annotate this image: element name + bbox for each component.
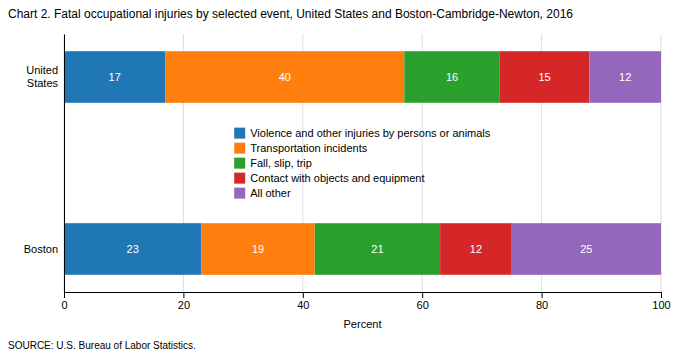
- bar: [201, 223, 314, 275]
- x-tick: 80: [536, 292, 548, 311]
- data-label: 12: [619, 71, 631, 83]
- bars: [64, 51, 661, 275]
- x-tick-mark: [64, 292, 65, 298]
- x-tick-mark: [422, 292, 423, 298]
- legend-swatch: [234, 128, 245, 139]
- legend: Violence and other injuries by persons o…: [234, 127, 491, 199]
- legend-label: Contact with objects and equipment: [250, 172, 424, 184]
- x-tick-label: 80: [536, 299, 548, 311]
- bar: [165, 51, 404, 103]
- title: Chart 2. Fatal occupational injuries by …: [8, 7, 573, 21]
- y-tick: UnitedStates: [26, 64, 64, 89]
- x-tick-label: 20: [178, 299, 190, 311]
- plot: 17 23 40 19 16 21 15 12 12 25 0 20 40 60 80 100 Percent U…: [24, 34, 671, 330]
- data-label: 17: [109, 71, 121, 83]
- bar: [500, 51, 590, 103]
- data-labels: 17 23 40 19 16 21 15 12 12 25: [109, 71, 632, 255]
- grid: [64, 34, 661, 292]
- legend-item: Violence and other injuries by persons o…: [234, 127, 491, 139]
- x-tick-mark: [661, 292, 662, 298]
- y-tick: Boston: [24, 243, 64, 255]
- x-tick-mark: [542, 292, 543, 298]
- data-label: 12: [470, 243, 482, 255]
- bar: [64, 51, 165, 103]
- data-label: 21: [371, 243, 383, 255]
- legend-swatch: [234, 188, 245, 199]
- bar: [64, 223, 201, 275]
- data-label: 25: [580, 243, 592, 255]
- data-label: 23: [127, 243, 139, 255]
- chart: Chart 2. Fatal occupational injuries by …: [0, 0, 683, 354]
- x-tick-label: 60: [417, 299, 429, 311]
- legend-item: Transportation incidents: [234, 142, 367, 154]
- x-axis-title: Percent: [344, 318, 382, 330]
- x-tick: 100: [652, 292, 670, 311]
- x-tick-mark: [183, 292, 184, 298]
- legend-label: All other: [250, 187, 291, 199]
- legend-swatch: [234, 173, 245, 184]
- data-label: 16: [446, 71, 458, 83]
- legend-swatch: [234, 143, 245, 154]
- y-axis: UnitedStates Boston: [24, 35, 65, 293]
- x-tick-label: 40: [297, 299, 309, 311]
- x-tick: 20: [178, 292, 190, 311]
- annotation: SOURCE: U.S. Bureau of Labor Statistics.: [8, 340, 196, 351]
- grid-line: [64, 34, 65, 292]
- x-axis: 0 20 40 60 80 100: [61, 292, 670, 311]
- x-tick: 60: [417, 292, 429, 311]
- legend-item: All other: [234, 187, 291, 199]
- legend-item: Fall, slip, trip: [234, 157, 312, 169]
- legend-item: Contact with objects and equipment: [234, 172, 424, 184]
- bar: [404, 51, 500, 103]
- legend-label: Transportation incidents: [250, 142, 367, 154]
- x-tick: 0: [61, 292, 67, 311]
- bar: [440, 223, 512, 275]
- data-label: 15: [538, 71, 550, 83]
- legend-label: Fall, slip, trip: [250, 157, 312, 169]
- bar: [512, 223, 661, 275]
- y-tick-label: UnitedStates: [26, 64, 58, 89]
- x-axis-line: [65, 293, 662, 299]
- bar: [589, 51, 661, 103]
- x-tick-mark: [303, 292, 304, 298]
- x-tick: 40: [297, 292, 309, 311]
- x-tick-label: 0: [61, 299, 67, 311]
- data-label: 19: [252, 243, 264, 255]
- legend-swatch: [234, 158, 245, 169]
- bar: [315, 223, 440, 275]
- data-label: 40: [279, 71, 291, 83]
- x-tick-label: 100: [652, 299, 670, 311]
- y-tick-label: Boston: [24, 243, 58, 255]
- y-axis-line: [64, 35, 65, 293]
- legend-label: Violence and other injuries by persons o…: [250, 127, 491, 139]
